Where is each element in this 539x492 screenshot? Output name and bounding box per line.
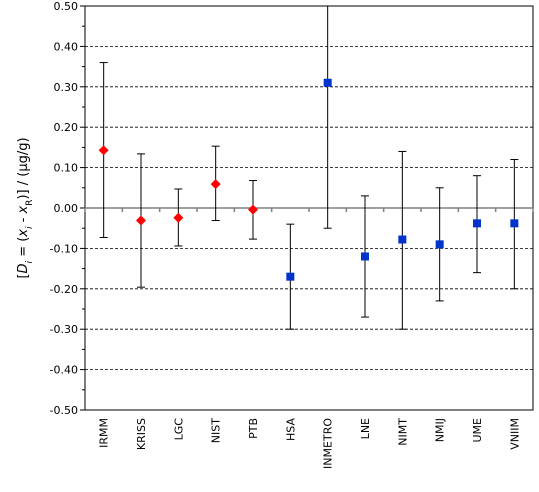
category-label-kriss: KRISS	[135, 418, 148, 450]
y-tick-label: -0.30	[50, 323, 78, 336]
y-tick-label: -0.10	[50, 242, 78, 255]
category-label-hsa: HSA	[284, 418, 297, 441]
point-inmetro	[323, 78, 332, 87]
category-label-ptb: PTB	[247, 418, 260, 439]
y-tick-label: -0.50	[50, 404, 78, 417]
zero-axis	[84, 207, 534, 212]
category-label-vniim: VNIIM	[508, 418, 521, 450]
y-axis-label: [Di = (xi - xR)] / (µg/g)	[16, 137, 35, 278]
category-label-nmij: NMIJ	[434, 418, 447, 442]
category-label-irmm: IRMM	[98, 418, 111, 448]
y-tick-label: 0.00	[54, 202, 79, 215]
category-label-nimt: NIMT	[396, 418, 409, 446]
category-label-nist: NIST	[210, 418, 223, 443]
y-tick-label: 0.10	[54, 162, 79, 175]
point-nimt	[398, 235, 407, 244]
y-axis: -0.50 -0.40 -0.30 -0.20 -0.10 0.00 0.10 0.20 0.3…	[50, 0, 85, 417]
category-labels: IRMM KRISS LGC NIST PTB HSA INMETRO LNE NIMT NMIJ…	[98, 418, 522, 469]
y-tick-label: -0.40	[50, 364, 78, 377]
point-nmij	[435, 240, 444, 249]
point-ptb	[248, 204, 258, 215]
point-lne	[361, 252, 369, 261]
point-kriss	[136, 215, 146, 226]
y-tick-label: 0.50	[54, 0, 79, 13]
y-tick-label: 0.30	[54, 81, 79, 94]
data-markers	[98, 78, 519, 281]
category-label-ume: UME	[471, 418, 484, 443]
point-lgc	[173, 212, 184, 223]
category-label-lgc: LGC	[172, 418, 185, 441]
point-nist	[210, 179, 221, 190]
point-hsa	[286, 272, 295, 281]
point-vniim	[510, 219, 519, 228]
y-tick-label: 0.40	[54, 40, 79, 53]
y-tick-label: -0.20	[50, 283, 78, 296]
category-label-inmetro: INMETRO	[322, 418, 335, 469]
point-irmm	[98, 145, 109, 156]
point-ume	[473, 219, 481, 228]
y-tick-label: 0.20	[54, 121, 79, 134]
category-label-lne: LNE	[359, 418, 372, 439]
